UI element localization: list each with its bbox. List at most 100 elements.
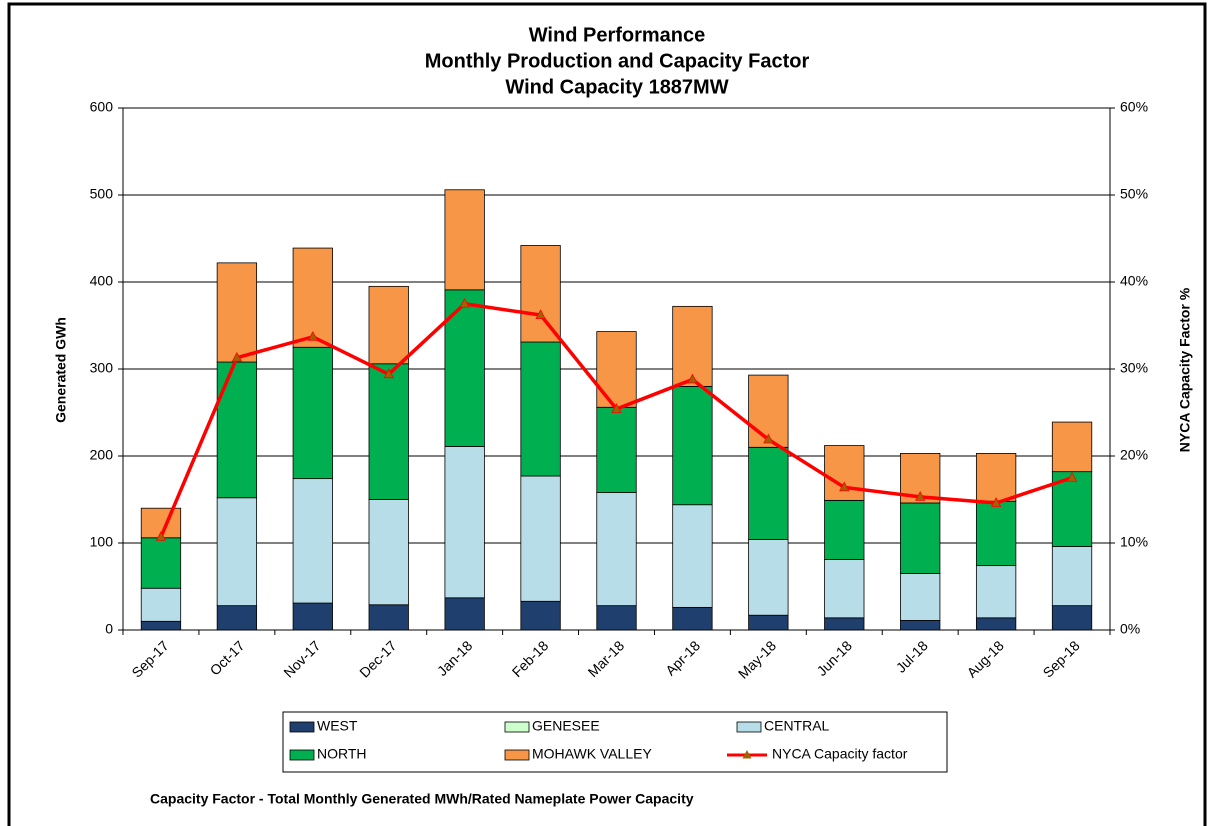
bar-segment [975, 565, 1017, 619]
x-tick-label: Nov-17 [280, 637, 323, 680]
bar-segment [292, 478, 333, 604]
cf-marker [535, 309, 546, 319]
legend [282, 711, 948, 773]
bar-segment [824, 499, 865, 560]
bar-segment [292, 602, 333, 631]
bar-segment [292, 346, 333, 480]
y-tick-label: 600 [90, 99, 114, 115]
y2-axis-title: NYCA Capacity Factor % [1177, 287, 1193, 452]
x-tick-label: Aug-18 [964, 637, 1007, 680]
bar-segment [1051, 546, 1093, 607]
bar-segment [216, 605, 258, 631]
bar-segment [1051, 471, 1093, 547]
bar-segment [368, 499, 409, 606]
y-axis-title: Generated GWh [53, 317, 69, 423]
bar-segment [672, 606, 713, 631]
bar-segment [975, 617, 1017, 631]
legend-swatch [289, 749, 315, 761]
cf-marker [839, 481, 850, 492]
bar-segment [596, 492, 637, 607]
x-tick-label: Feb-18 [509, 637, 552, 680]
bar-segment [216, 497, 258, 607]
bar-segment [824, 559, 865, 619]
x-tick-label: May-18 [735, 637, 779, 681]
legend-swatch [289, 721, 315, 733]
legend-label: MOHAWK VALLEY [532, 746, 652, 762]
legend-swatch [736, 721, 762, 733]
y2-tick-label: 0% [1120, 621, 1140, 637]
bar-segment [900, 620, 941, 631]
y2-tick-label: 50% [1120, 186, 1148, 202]
bar-segment [748, 539, 789, 616]
bar-segment [444, 189, 485, 291]
x-tick-label: Oct-17 [207, 637, 248, 678]
y-tick-label: 100 [90, 534, 114, 550]
footnote: Capacity Factor - Total Monthly Generate… [150, 791, 694, 807]
bar-segment [1051, 421, 1093, 473]
frame [7, 2, 1207, 826]
cf-marker [231, 351, 243, 362]
bar-segment [520, 475, 561, 602]
x-tick-label: Dec-17 [356, 637, 399, 680]
bar-segment [1051, 605, 1093, 631]
cf-marker [611, 403, 622, 413]
bar-segment [596, 406, 637, 493]
chart-title: Wind Performance [529, 24, 706, 46]
bar-segment [140, 587, 182, 622]
bar-segment [748, 446, 789, 540]
cf-marker [155, 531, 167, 541]
bar-segment [216, 361, 258, 499]
legend-label: GENESEE [532, 718, 600, 734]
bar-segment [140, 620, 182, 631]
x-tick-label: Jul-18 [893, 637, 931, 675]
bar-segment [824, 445, 865, 501]
x-tick-label: Sep-18 [1040, 637, 1083, 680]
legend-marker [742, 750, 752, 759]
bar-segment [672, 504, 713, 608]
bar-segment [596, 331, 637, 408]
bar-segment [975, 452, 1017, 502]
x-tick-label: Jan-18 [434, 637, 476, 679]
bar-segment [900, 573, 941, 621]
bar-segment [748, 614, 789, 631]
legend-label: WEST [317, 718, 358, 734]
bar-segment [900, 502, 941, 574]
chart-title: Wind Capacity 1887MW [505, 76, 728, 98]
bar-segment [520, 600, 561, 631]
y2-tick-label: 60% [1120, 99, 1148, 115]
bar-segment [520, 341, 561, 477]
x-tick-label: Sep-17 [128, 637, 171, 680]
y2-tick-label: 40% [1120, 273, 1148, 289]
bar-segment [672, 305, 713, 387]
bar-segment [368, 363, 409, 500]
bar-segment [292, 247, 333, 348]
cf-marker [763, 433, 774, 444]
y-tick-label: 0 [105, 621, 113, 637]
cf-marker [383, 368, 394, 379]
y-tick-label: 500 [90, 186, 114, 202]
bar-segment [520, 245, 561, 343]
bar-segment [975, 500, 1017, 567]
y2-tick-label: 30% [1120, 360, 1148, 376]
bar-segment [824, 617, 865, 631]
cf-marker [687, 373, 698, 384]
cf-marker [990, 497, 1002, 507]
cf-marker [1066, 471, 1078, 482]
cf-marker [915, 491, 926, 501]
bar-segment [444, 289, 485, 447]
bar-segment [368, 604, 409, 631]
bar-segment [216, 262, 258, 363]
y2-tick-label: 10% [1120, 534, 1148, 550]
bar-segment [596, 605, 637, 631]
x-tick-label: Apr-18 [662, 637, 703, 678]
x-tick-label: Mar-18 [585, 637, 628, 680]
y-tick-label: 300 [90, 360, 114, 376]
bar-segment [140, 537, 182, 589]
bar-segment [444, 597, 485, 631]
y-tick-label: 400 [90, 273, 114, 289]
bar-segment [444, 446, 485, 599]
cf-marker [307, 330, 318, 341]
bar-segment [672, 385, 713, 506]
legend-swatch [504, 749, 530, 761]
